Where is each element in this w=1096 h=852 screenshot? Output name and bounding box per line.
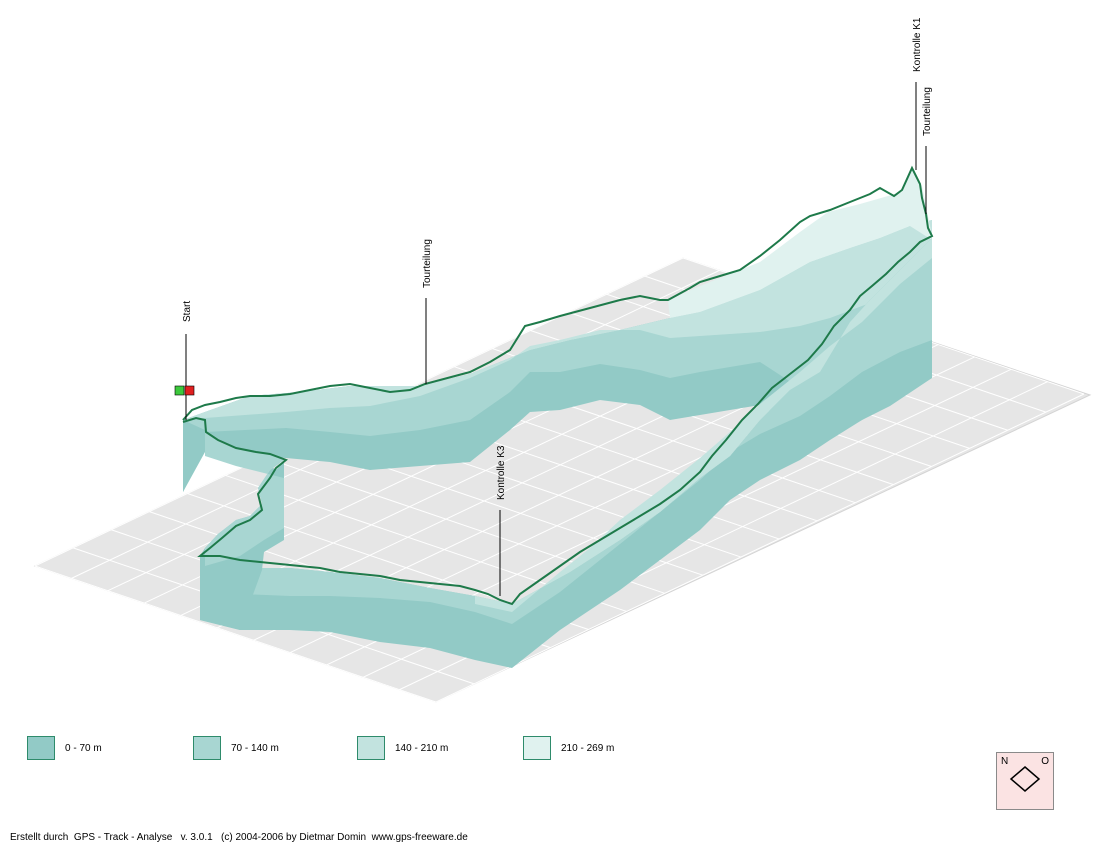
legend-swatch-1 (193, 736, 221, 760)
legend-swatch-2 (357, 736, 385, 760)
grid-line (435, 393, 1085, 703)
annotation-tourteilung-2: Tourteilung (922, 87, 933, 136)
compass-east-label: O (1041, 756, 1049, 767)
legend-item-1: 70 - 140 m (193, 735, 279, 761)
footer-credit: Erstellt durch GPS - Track - Analyse v. … (10, 832, 468, 843)
start-flag-red (184, 385, 195, 396)
legend-label-3: 210 - 269 m (561, 742, 615, 754)
legend-label-1: 70 - 140 m (231, 742, 279, 754)
grid-line (34, 565, 437, 703)
wall-far-segment (183, 168, 932, 492)
annotation-kontrolle-k3: Kontrolle K3 (496, 445, 507, 500)
annotation-kontrolle-k1: Kontrolle K1 (912, 17, 923, 72)
legend-item-0: 0 - 70 m (27, 735, 102, 761)
annotation-start: Start (182, 301, 193, 322)
compass-diamond-icon (1009, 766, 1041, 792)
compass-rose: N O (996, 752, 1054, 810)
legend-label-0: 0 - 70 m (65, 742, 102, 754)
wall-left-loop (183, 420, 284, 630)
legend-swatch-0 (27, 736, 55, 760)
start-flag-green (174, 385, 185, 396)
legend-item-3: 210 - 269 m (523, 735, 614, 761)
annotation-tourteilung-1: Tourteilung (422, 239, 433, 288)
legend-label-2: 140 - 210 m (395, 742, 449, 754)
legend-swatch-3 (523, 736, 551, 760)
gps-track-line (182, 165, 934, 606)
compass-north-label: N (1001, 756, 1009, 767)
wall-near-segment (200, 238, 932, 668)
legend-item-2: 140 - 210 m (357, 735, 448, 761)
